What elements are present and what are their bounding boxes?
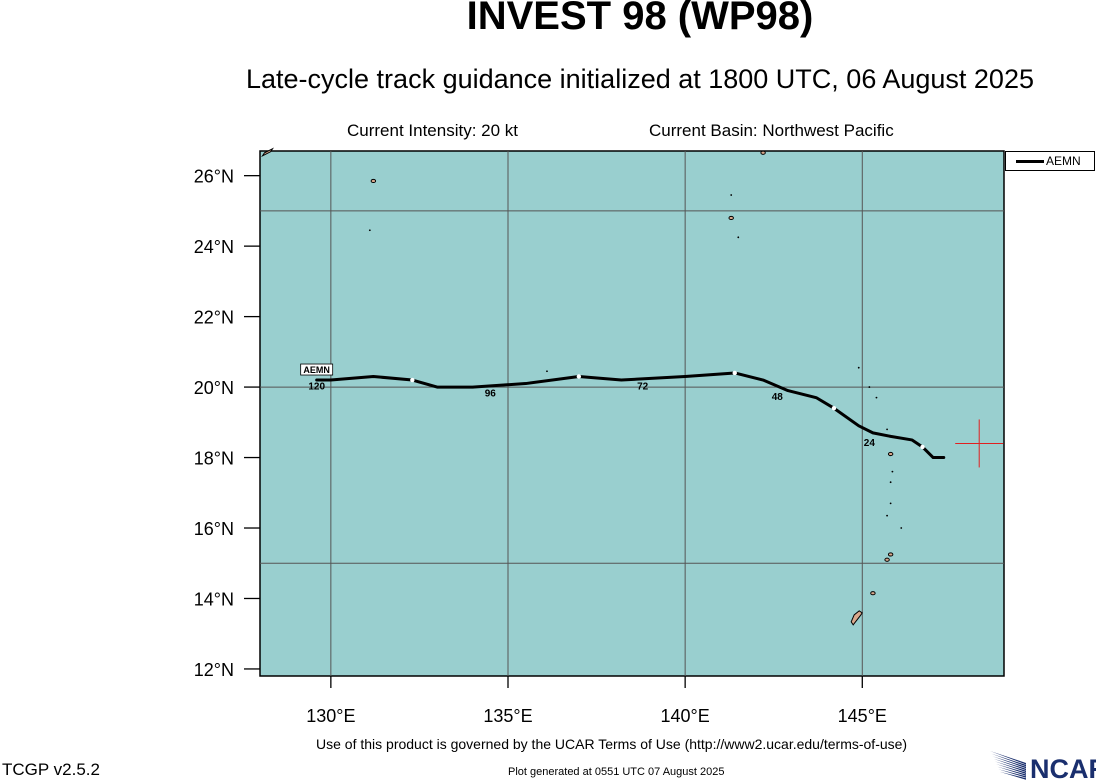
island <box>728 215 734 221</box>
island <box>868 386 871 388</box>
y-tick-label: 24°N <box>194 237 234 257</box>
island <box>737 236 740 239</box>
logo-ray <box>994 761 1026 773</box>
island <box>886 428 888 431</box>
y-tick-label: 20°N <box>194 378 234 398</box>
x-tick-label: 145°E <box>838 706 887 726</box>
island <box>886 514 888 517</box>
track-marker <box>732 370 737 376</box>
terms-of-use-text: Use of this product is governed by the U… <box>316 736 908 752</box>
island <box>889 481 892 484</box>
grid-lines <box>260 151 1004 676</box>
y-tick-label: 12°N <box>194 660 234 680</box>
plot-generated-label: Plot generated at 0551 UTC 07 August 202… <box>508 766 725 778</box>
y-tick-label: 22°N <box>194 308 234 328</box>
y-tick-label: 18°N <box>194 449 234 469</box>
track-start-box <box>300 363 334 376</box>
legend-label: AEMN <box>1046 154 1081 168</box>
x-tick-label: 140°E <box>661 706 710 726</box>
forecast-hour-label: 48 <box>772 392 784 403</box>
y-tick-label: 14°N <box>194 589 234 609</box>
island <box>887 451 894 457</box>
logo-rays <box>990 751 1026 780</box>
island <box>546 370 548 373</box>
island <box>857 366 860 369</box>
page-title: INVEST 98 (WP98) <box>466 0 814 38</box>
island <box>884 557 890 562</box>
island <box>368 229 371 232</box>
island <box>760 150 766 155</box>
track-marker <box>920 444 925 450</box>
x-tick-label: 130°E <box>306 706 355 726</box>
ocean-area <box>259 150 1005 677</box>
ncar-logo-text: NCAR <box>1030 754 1096 780</box>
track-start-label: AEMN <box>303 365 330 375</box>
version-label: TCGP v2.5.2 <box>2 760 100 779</box>
current-basin: Current Basin: Northwest Pacific <box>649 121 894 140</box>
track-aemn: 24 48 72 96 120 AEMN <box>300 363 946 460</box>
islands <box>261 147 903 626</box>
x-tick-label: 135°E <box>483 706 532 726</box>
page-subtitle: Late-cycle track guidance initialized at… <box>246 64 1034 94</box>
forecast-hour-label: 96 <box>485 389 497 400</box>
y-tick-label: 26°N <box>194 167 234 187</box>
legend-swatch <box>1016 160 1044 163</box>
legend: AEMN <box>1005 151 1095 171</box>
forecast-hour-label: 120 <box>308 382 325 393</box>
island <box>870 591 876 596</box>
logo-ray <box>991 753 1026 767</box>
current-intensity: Current Intensity: 20 kt <box>347 121 519 140</box>
track-marker <box>831 406 837 411</box>
island <box>891 470 894 473</box>
current-position-marker <box>955 419 1004 468</box>
forecast-hour-label: 72 <box>637 382 649 393</box>
island <box>875 396 878 399</box>
island <box>900 527 903 529</box>
island <box>730 194 733 196</box>
forecast-hour-label: 24 <box>864 438 876 449</box>
island <box>261 147 275 158</box>
island <box>850 610 863 626</box>
island <box>889 502 892 505</box>
y-tick-label: 16°N <box>194 519 234 539</box>
logo-ray <box>990 751 1026 765</box>
island <box>887 552 894 557</box>
track-marker <box>576 374 582 379</box>
ncar-logo: NCAR <box>990 751 1096 780</box>
track-line <box>315 371 946 460</box>
island <box>370 178 377 184</box>
axes: 130°E 135°E 140°E 145°E 12°N 14°N 16°N 18°N 20°N… <box>194 167 887 726</box>
logo-ray <box>996 764 1026 774</box>
track-marker <box>410 377 415 383</box>
